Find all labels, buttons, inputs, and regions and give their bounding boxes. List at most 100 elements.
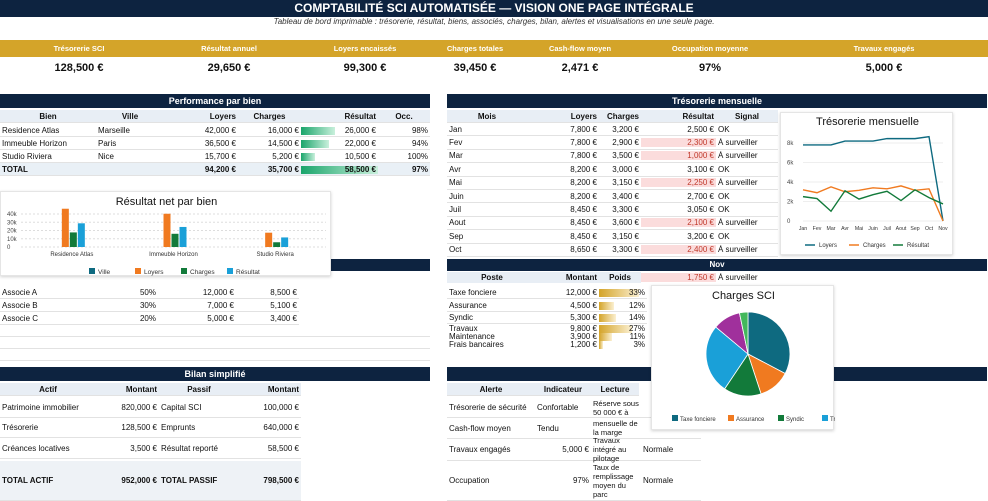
col-header: Bien xyxy=(0,112,96,121)
table-row: Associe B 30% 7,000 € 5,100 € xyxy=(0,299,299,312)
table-cell: 97% xyxy=(535,476,591,485)
cell-text: 2,900 € xyxy=(612,138,639,148)
table-row: Residence Atlas Marseille 42,000 € 16,000 €… xyxy=(0,124,430,137)
table-cell: 98% xyxy=(378,126,430,135)
col-header: Poste xyxy=(481,273,503,282)
col-header: Lecture xyxy=(600,384,630,394)
cell-text: 1,000 € xyxy=(687,151,714,161)
col-header: Signal xyxy=(716,112,778,121)
col-header: Indicateur xyxy=(535,385,591,394)
x-tick-label: Jan xyxy=(799,226,807,232)
cell-text: Marseille xyxy=(98,125,131,135)
x-tick-label: Juil xyxy=(883,226,891,232)
cell-text: Nice xyxy=(98,151,115,161)
cell-text: Sep xyxy=(449,231,464,241)
table-cell: 2,250 € xyxy=(641,178,716,188)
cell-text: 3,300 € xyxy=(612,245,639,255)
series-line xyxy=(803,135,944,222)
y-tick-label: 2k xyxy=(787,200,794,206)
col-header: Montant xyxy=(267,384,299,394)
cell-text: OK xyxy=(718,191,730,201)
cell-text: Assurance xyxy=(449,300,487,310)
cell-text: Emprunts xyxy=(161,423,196,432)
col-header: Montant xyxy=(96,385,159,394)
cell-text: Travaux xyxy=(449,323,478,333)
cell-text: 1,200 € xyxy=(570,339,597,349)
x-tick-label: Juin xyxy=(868,226,878,232)
table-cell: 42,000 € xyxy=(164,126,238,135)
table-cell: 3,100 € xyxy=(641,165,716,174)
page-header: COMPTABILITÉ SCI AUTOMATISÉE — VISION ON… xyxy=(0,0,988,17)
table-cell: 7,000 € xyxy=(158,301,236,310)
table-row: Créances locatives 3,500 € Résultat report… xyxy=(0,439,301,459)
table-cell: Associe B xyxy=(0,301,96,310)
col-header: Signal xyxy=(734,111,759,121)
cell-text: 820,000 € xyxy=(121,403,157,412)
table-cell: 3,600 € xyxy=(599,218,641,227)
table-cell: Sep xyxy=(447,232,527,241)
legend-label: Syndic xyxy=(786,417,804,423)
cell-text: 3% xyxy=(633,339,645,349)
x-tick-label: Fev xyxy=(813,226,822,232)
cell-text: Maintenance xyxy=(449,331,495,341)
table-cell: mensuelle de la marge xyxy=(591,419,641,437)
table-cell: À surveiller xyxy=(716,245,778,254)
table-row: Poste Montant Poids xyxy=(447,272,641,283)
table-cell: Capital SCI xyxy=(159,403,239,412)
data-bar xyxy=(301,139,330,148)
cell-text: 14% xyxy=(628,313,645,322)
cell-text: 10,500 € xyxy=(344,151,376,161)
cell-text: 8,450 € xyxy=(570,231,597,241)
kpi-value: 97% xyxy=(698,62,722,74)
cell-text: Syndic xyxy=(449,313,474,322)
col-header: Charges xyxy=(238,112,301,121)
table-cell: Maintenance xyxy=(447,332,537,341)
cell-text: 3,500 € xyxy=(130,444,157,453)
table-cell: 2,100 € xyxy=(641,218,716,228)
table-row: Immeuble Horizon Paris 36,500 € 14,500 € 22,… xyxy=(0,137,430,150)
cell-text: Taux de remplissage moyen du parc xyxy=(593,462,634,499)
table-cell: Juil xyxy=(447,205,527,214)
cell-text: 100,000 € xyxy=(263,403,299,412)
x-tick-label: Aout xyxy=(896,226,907,232)
cell-text: OK xyxy=(718,164,730,174)
y-tick-label: 30k xyxy=(7,220,18,226)
kpi-label: Charges totales xyxy=(446,44,504,53)
cell-text: Créances locatives xyxy=(2,444,70,453)
table-cell: 9,800 € xyxy=(537,324,599,333)
col-header: Indicateur xyxy=(543,384,583,394)
table-cell: 22,000 € xyxy=(301,139,378,148)
table-cell: Trésorerie xyxy=(0,423,96,432)
table-row: Associe C 20% 5,000 € 3,400 € xyxy=(0,312,299,325)
table-cell: 640,000 € xyxy=(239,423,301,432)
legend-label: Loyers xyxy=(819,243,837,249)
cell-text: 11% xyxy=(629,331,645,341)
cell-text: 14,500 € xyxy=(267,138,299,148)
table-cell: Mar xyxy=(447,151,527,160)
pie-slice xyxy=(705,326,749,390)
cell-text: Réserve sous 50 000 € à xyxy=(593,398,639,417)
table-row: Travaux engagés 5,000 € Travaux intégré au… xyxy=(447,436,701,463)
kpi-label: Résultat annuel xyxy=(201,44,257,53)
cell-text: 3,100 € xyxy=(687,164,714,174)
kpi-label: Trésorerie SCI xyxy=(53,44,105,53)
table-row: Associe A 50% 12,000 € 8,500 € xyxy=(0,286,299,299)
cell-text: À surveiller xyxy=(718,151,758,161)
y-tick-label: 4k xyxy=(787,180,794,186)
cell-text: 8,200 € xyxy=(570,178,597,188)
y-tick-label: 40k xyxy=(7,212,18,218)
table-cell: 5,200 € xyxy=(238,152,301,161)
cell-text: Juil xyxy=(449,205,462,215)
cell-text: 8,200 € xyxy=(570,164,597,174)
table-cell: Normale xyxy=(641,445,701,454)
cell-text: 58,500 € xyxy=(344,164,376,174)
cell-text: Paris xyxy=(98,138,117,148)
kpi-value: 2,471 € xyxy=(561,62,599,74)
bar xyxy=(281,237,289,247)
col-header: Charges xyxy=(253,111,286,121)
bar-chart: 40k 30k 20k 10k 0 Residence Atlas Immeuble Hor… xyxy=(7,208,326,276)
table-cell: Emprunts xyxy=(159,423,239,432)
table-cell: 58,500 € xyxy=(301,165,378,174)
bilan-section-title: Bilan simplifié xyxy=(0,367,430,381)
table-row: Studio Riviera Nice 15,700 € 5,200 € 10,500 … xyxy=(0,150,430,163)
